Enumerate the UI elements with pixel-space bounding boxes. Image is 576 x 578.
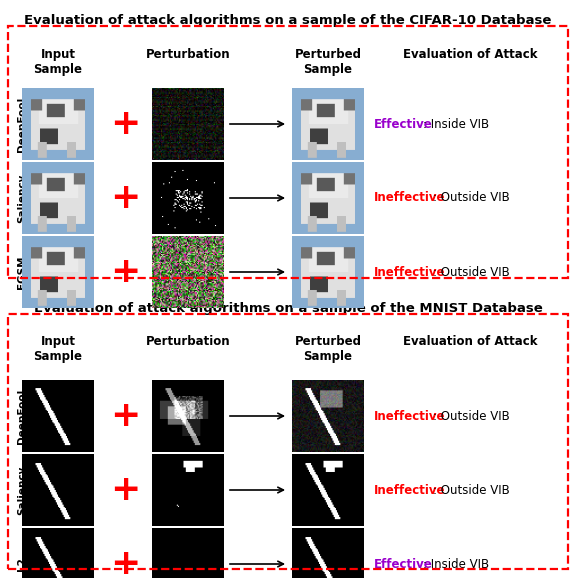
Text: Perturbed
Sample: Perturbed Sample xyxy=(294,48,362,76)
Text: +: + xyxy=(110,181,140,215)
Text: Ineffective: Ineffective xyxy=(374,409,445,423)
Text: Effective: Effective xyxy=(374,117,433,131)
Text: Evaluation of Attack: Evaluation of Attack xyxy=(403,335,537,348)
Text: : Outside VIB: : Outside VIB xyxy=(433,409,510,423)
Text: Evaluation of attack algorithms on a sample of the CIFAR-10 Database: Evaluation of attack algorithms on a sam… xyxy=(24,14,552,27)
Text: : Outside VIB: : Outside VIB xyxy=(433,484,510,497)
Text: FGSM: FGSM xyxy=(17,255,27,289)
Text: Input
Sample: Input Sample xyxy=(33,335,82,363)
Text: Input
Sample: Input Sample xyxy=(33,48,82,76)
Text: +: + xyxy=(110,473,140,507)
Text: : Outside VIB: : Outside VIB xyxy=(433,265,510,279)
Text: Perturbation: Perturbation xyxy=(146,335,230,348)
Text: +: + xyxy=(110,547,140,578)
Text: L2: L2 xyxy=(17,557,27,571)
Text: Ineffective: Ineffective xyxy=(374,191,445,205)
Text: DeepFool: DeepFool xyxy=(17,388,27,444)
Text: Evaluation of attack algorithms on a sample of the MNIST Database: Evaluation of attack algorithms on a sam… xyxy=(33,302,543,315)
Text: : Outside VIB: : Outside VIB xyxy=(433,191,510,205)
Text: Saliency: Saliency xyxy=(17,465,27,514)
Text: Effective: Effective xyxy=(374,558,433,570)
Text: +: + xyxy=(110,255,140,289)
Text: Ineffective: Ineffective xyxy=(374,265,445,279)
Text: +: + xyxy=(110,107,140,141)
Text: : Inside VIB: : Inside VIB xyxy=(423,558,488,570)
Text: : Inside VIB: : Inside VIB xyxy=(423,117,488,131)
Text: Evaluation of Attack: Evaluation of Attack xyxy=(403,48,537,61)
Text: Perturbed
Sample: Perturbed Sample xyxy=(294,335,362,363)
Text: Ineffective: Ineffective xyxy=(374,484,445,497)
Text: +: + xyxy=(110,399,140,433)
Text: Saliency: Saliency xyxy=(17,173,27,223)
Text: DeepFool: DeepFool xyxy=(17,97,27,151)
Text: Perturbation: Perturbation xyxy=(146,48,230,61)
